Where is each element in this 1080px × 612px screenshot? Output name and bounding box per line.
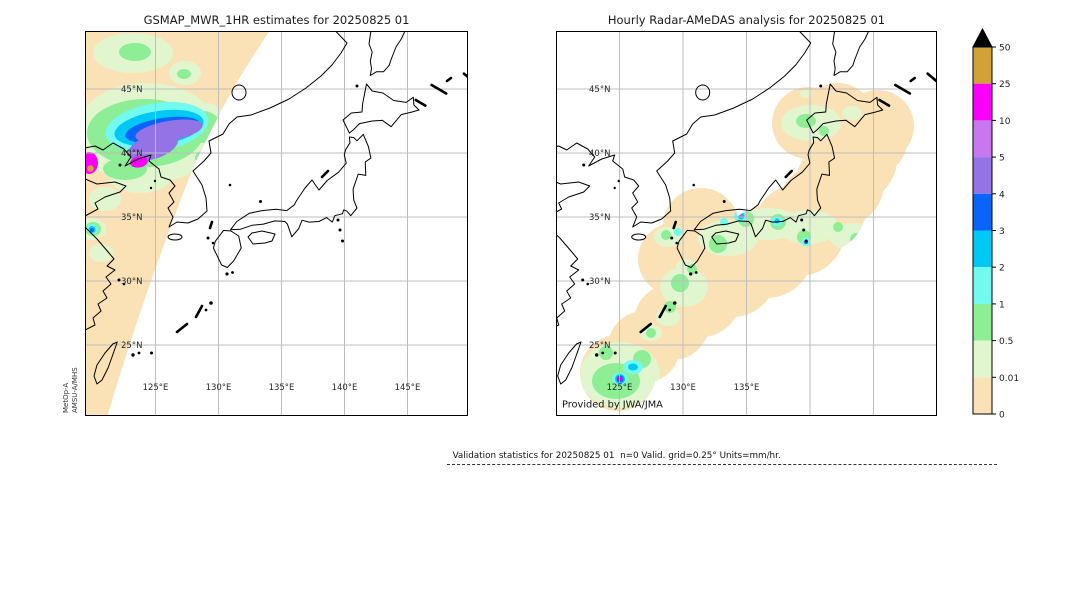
left-panel-title: GSMAP_MWR_1HR estimates for 20250825 01 [143,13,410,27]
colorbar-segments [973,47,992,414]
lat-label: 45°N [121,85,142,95]
colorbar-overflow-triangle [972,27,993,48]
colorbar: 50 25 10 5 4 3 2 1 0.5 0.01 0 [972,27,1019,421]
lat-label: 35°N [121,213,142,223]
colorbar-tick-label: 4 [999,190,1005,200]
lon-label: 125°E [143,383,169,393]
colorbar-segment [973,47,992,84]
lat-label: 45°N [589,85,610,95]
lat-label: 25°N [589,341,610,351]
lat-label: 40°N [121,149,142,159]
rain-intensity-4-5 [127,119,203,161]
colorbar-segment [973,193,992,231]
colorbar-tick-label: 1 [999,300,1005,310]
colorbar-segment [973,303,992,341]
colorbar-tick-label: 5 [999,154,1005,164]
right-map-labels: 45°N 40°N 35°N 30°N 25°N 125°E 130°E 135… [562,85,759,411]
left-panel-border [85,31,468,416]
validation-statistics-note: Validation statistics for 20250825 01 n=… [447,441,997,465]
colorbar-segment [973,120,992,158]
colorbar-tick-label: 10 [999,117,1011,127]
colorbar-tick-labels: 50 25 10 5 4 3 2 1 0.5 0.01 0 [999,44,1019,421]
colorbar-segment [973,83,992,121]
colorbar-tick-label: 0 [999,411,1005,421]
lat-label: 25°N [121,341,142,351]
colorbar-segment [973,377,992,414]
colorbar-segment [973,340,992,378]
colorbar-ticks [992,46,996,415]
gridlines [556,31,937,416]
right-panel-border [556,31,937,416]
lon-label: 145°E [395,383,421,393]
lat-label: 30°N [589,277,610,287]
lat-label: 30°N [121,277,142,287]
rain-intensity-25-50 [87,165,94,172]
sensor-line1: MetOp-A [62,382,70,413]
lon-label: 125°E [607,383,633,393]
left-map-labels: 45°N 40°N 35°N 30°N 25°N 125°E 130°E 135… [121,85,420,393]
lon-label: 130°E [206,383,232,393]
gridlines [85,31,468,416]
colorbar-tick-label: 0.5 [999,337,1013,347]
colorbar-tick-label: 25 [999,80,1010,90]
lon-label: 135°E [734,383,760,393]
colorbar-tick-label: 0.01 [999,374,1019,384]
colorbar-tick-label: 3 [999,227,1005,237]
sensor-line2: AMSU-A/MHS [71,367,79,413]
lon-label: 135°E [269,383,295,393]
provider-note: Provided by JWA/JMA [562,400,663,411]
gsmap-map-panel: 45°N 40°N 35°N 30°N 25°N 125°E 130°E 135… [85,31,468,416]
lon-label: 130°E [670,383,696,393]
radar-amedas-map-panel: 45°N 40°N 35°N 30°N 25°N 125°E 130°E 135… [556,31,937,416]
right-panel-title: Hourly Radar-AMeDAS analysis for 2025082… [607,13,886,27]
sensor-label: MetOp-A AMSU-A/MHS [62,353,80,413]
colorbar-tick-label: 2 [999,264,1005,274]
lon-label: 140°E [332,383,358,393]
lat-label: 40°N [589,149,610,159]
colorbar-tick-label: 50 [999,44,1011,54]
lat-label: 35°N [589,213,610,223]
colorbar-segment [973,267,992,304]
validation-statistics-text: Validation statistics for 20250825 01 n=… [452,451,781,461]
colorbar-segment [973,230,992,268]
colorbar-segment [973,157,992,194]
